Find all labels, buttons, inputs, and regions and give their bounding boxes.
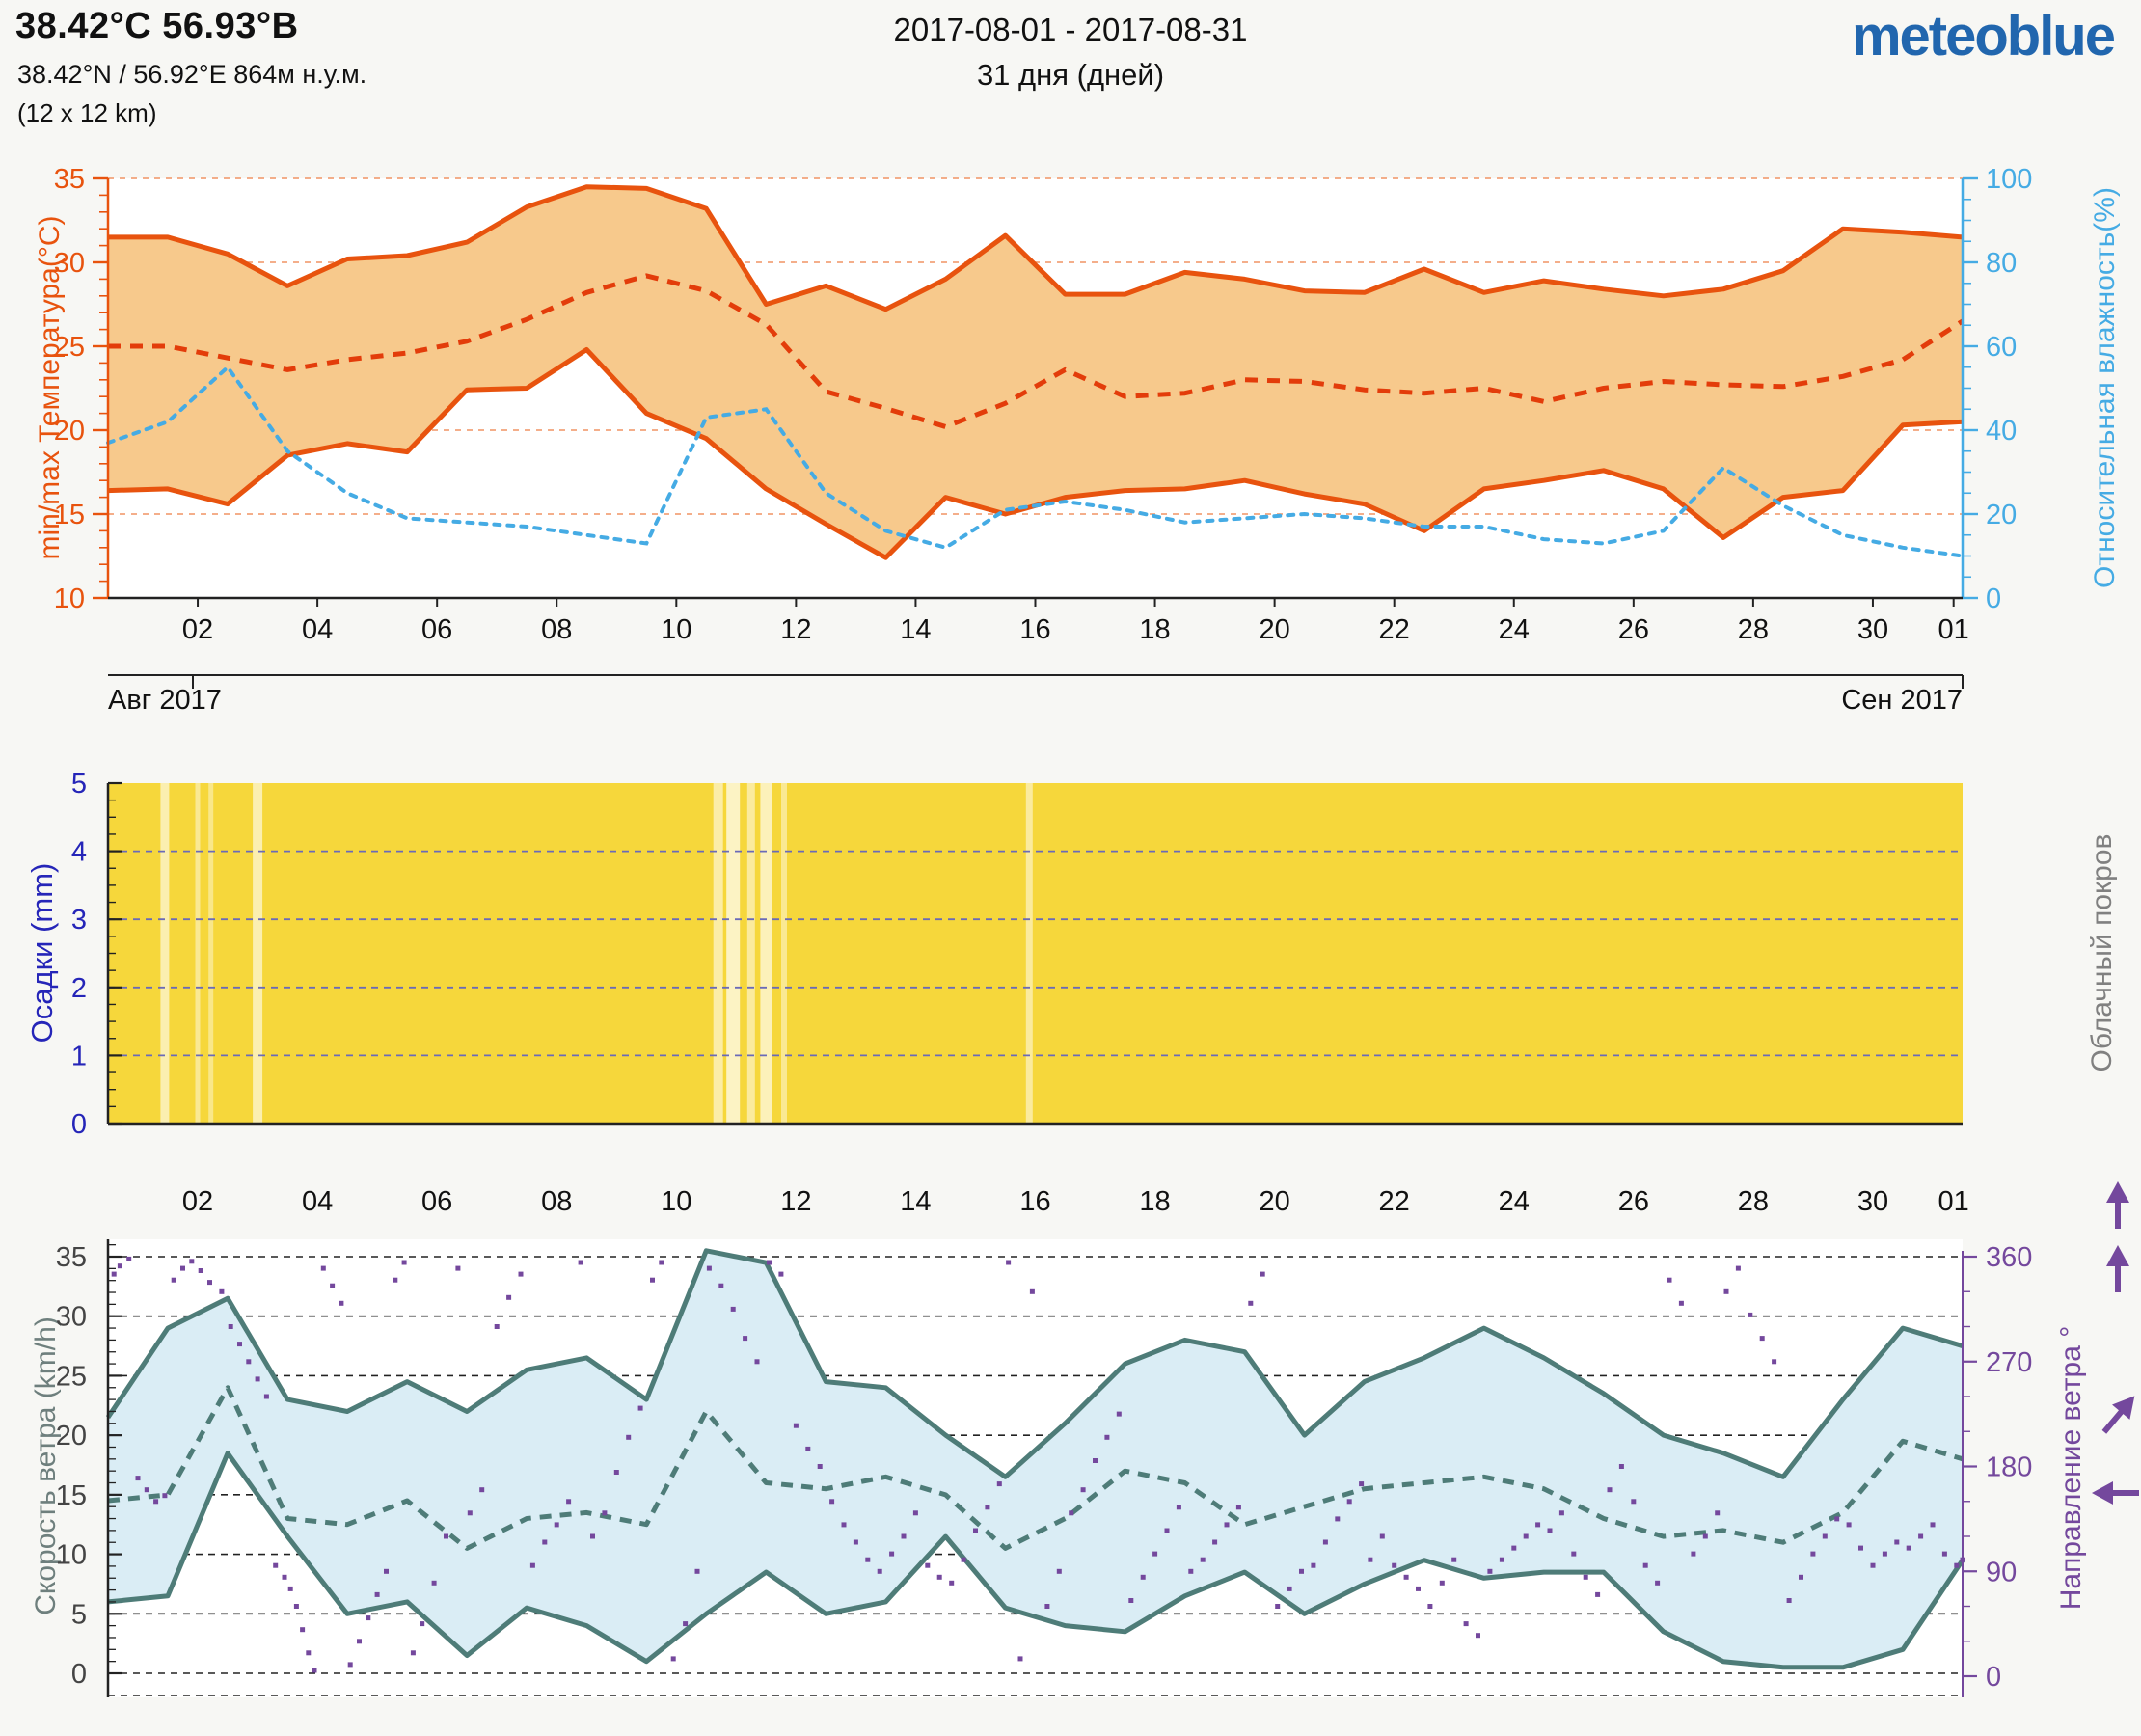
svg-text:4: 4 — [71, 837, 87, 868]
svg-text:18: 18 — [1139, 1186, 1170, 1217]
svg-text:22: 22 — [1379, 614, 1410, 645]
cloud-band — [746, 783, 755, 1124]
svg-text:0: 0 — [1986, 583, 2001, 614]
svg-text:10: 10 — [56, 1540, 87, 1571]
svg-text:22: 22 — [1379, 1186, 1410, 1217]
svg-text:25: 25 — [56, 1361, 87, 1392]
meteoblue-logo: meteoblue — [1851, 5, 2116, 68]
wind-direction-arrow — [2106, 1245, 2129, 1292]
max-temperature-line — [108, 184, 1964, 312]
cloud-band — [781, 783, 787, 1124]
svg-text:40: 40 — [1986, 416, 2017, 447]
svg-text:30: 30 — [1857, 1186, 1888, 1217]
svg-text:26: 26 — [1618, 614, 1649, 645]
svg-text:06: 06 — [421, 1186, 452, 1217]
svg-text:80: 80 — [1986, 248, 2017, 279]
wind-direction-dots — [111, 1256, 1965, 1673]
svg-text:16: 16 — [1019, 1186, 1050, 1217]
svg-text:10: 10 — [661, 1186, 691, 1217]
svg-text:30: 30 — [1857, 614, 1888, 645]
svg-text:04: 04 — [302, 1186, 333, 1217]
svg-text:5: 5 — [71, 769, 87, 800]
svg-text:24: 24 — [1499, 614, 1530, 645]
svg-text:5: 5 — [71, 1599, 87, 1630]
svg-text:02: 02 — [182, 614, 213, 645]
svg-text:25: 25 — [54, 332, 85, 363]
max-wind-line — [105, 1248, 1964, 1479]
month-label-september: Сен 2017 — [1841, 685, 1963, 716]
svg-text:01: 01 — [1938, 614, 1969, 645]
svg-text:14: 14 — [900, 614, 931, 645]
svg-text:60: 60 — [1986, 332, 2017, 363]
svg-text:270: 270 — [1986, 1347, 2032, 1378]
location-coordinates: 38.42°N / 56.92°E 864м н.у.м. — [17, 60, 367, 89]
svg-text:20: 20 — [1259, 1186, 1289, 1217]
cloud-band — [713, 783, 723, 1124]
svg-text:0: 0 — [71, 1659, 87, 1690]
svg-text:14: 14 — [900, 1186, 931, 1217]
cloud-band — [160, 783, 170, 1124]
svg-text:06: 06 — [421, 614, 452, 645]
svg-text:180: 180 — [1986, 1452, 2032, 1483]
svg-text:35: 35 — [56, 1242, 87, 1273]
wind-range-band — [108, 1250, 1963, 1668]
svg-text:1: 1 — [71, 1041, 87, 1071]
svg-text:360: 360 — [1986, 1242, 2032, 1273]
svg-text:16: 16 — [1019, 614, 1050, 645]
cloud-band — [726, 783, 741, 1124]
svg-text:04: 04 — [302, 614, 333, 645]
date-range: 2017-08-01 - 2017-08-31 — [893, 12, 1248, 47]
wind-chart: 02 04 06 08 10 12 14 16 18 20 22 24 26 28 30 01 35 30 25 20… — [56, 1181, 2139, 1697]
temperature-range-band — [108, 186, 1963, 558]
svg-text:90: 90 — [1986, 1557, 2017, 1587]
wind-direction-arrow — [2106, 1181, 2129, 1229]
svg-text:28: 28 — [1738, 614, 1769, 645]
location-title: 38.42°C 56.93°В — [15, 6, 299, 46]
svg-text:08: 08 — [541, 614, 572, 645]
temperature-humidity-chart: 35 30 25 20 15 10 100 80 60 40 20 0 02 04 06 08 10 12 14 16… — [54, 164, 2032, 689]
svg-text:02: 02 — [182, 1186, 213, 1217]
svg-text:30: 30 — [56, 1302, 87, 1333]
mean-temperature-line — [108, 273, 1965, 429]
grid-resolution: (12 x 12 km) — [17, 98, 157, 127]
precipitation-cloud-chart: 5 4 3 2 1 0 — [71, 769, 1963, 1140]
relative-humidity-line — [106, 364, 1965, 558]
svg-text:12: 12 — [780, 614, 811, 645]
cloud-band — [1025, 783, 1033, 1124]
svg-text:15: 15 — [56, 1480, 87, 1511]
cloud-band — [253, 783, 263, 1124]
svg-text:20: 20 — [54, 416, 85, 447]
svg-text:10: 10 — [54, 583, 85, 614]
svg-text:10: 10 — [661, 614, 691, 645]
month-label-august: Авг 2017 — [108, 685, 222, 716]
svg-text:12: 12 — [780, 1186, 811, 1217]
svg-text:20: 20 — [1259, 614, 1289, 645]
svg-text:08: 08 — [541, 1186, 572, 1217]
svg-text:0: 0 — [71, 1109, 87, 1140]
svg-text:20: 20 — [56, 1421, 87, 1451]
wind-direction-arrow — [2092, 1481, 2139, 1505]
sunshine-area — [108, 783, 1963, 1124]
svg-text:26: 26 — [1618, 1186, 1649, 1217]
svg-text:28: 28 — [1738, 1186, 1769, 1217]
svg-text:35: 35 — [54, 164, 85, 195]
svg-text:0: 0 — [1986, 1662, 2001, 1693]
svg-text:3: 3 — [71, 905, 87, 936]
cloud-band — [760, 783, 772, 1124]
svg-text:24: 24 — [1499, 1186, 1530, 1217]
cloud-band — [208, 783, 214, 1124]
svg-text:2: 2 — [71, 973, 87, 1004]
svg-text:30: 30 — [54, 248, 85, 279]
svg-text:100: 100 — [1986, 164, 2032, 195]
duration-label: 31 дня (дней) — [976, 58, 1165, 92]
min-wind-line — [107, 1451, 1965, 1670]
cloud-band — [195, 783, 201, 1124]
wind-direction-arrow — [2101, 1396, 2135, 1434]
svg-text:01: 01 — [1938, 1186, 1969, 1217]
svg-text:20: 20 — [1986, 500, 2017, 530]
svg-text:15: 15 — [54, 500, 85, 530]
svg-text:18: 18 — [1139, 614, 1170, 645]
